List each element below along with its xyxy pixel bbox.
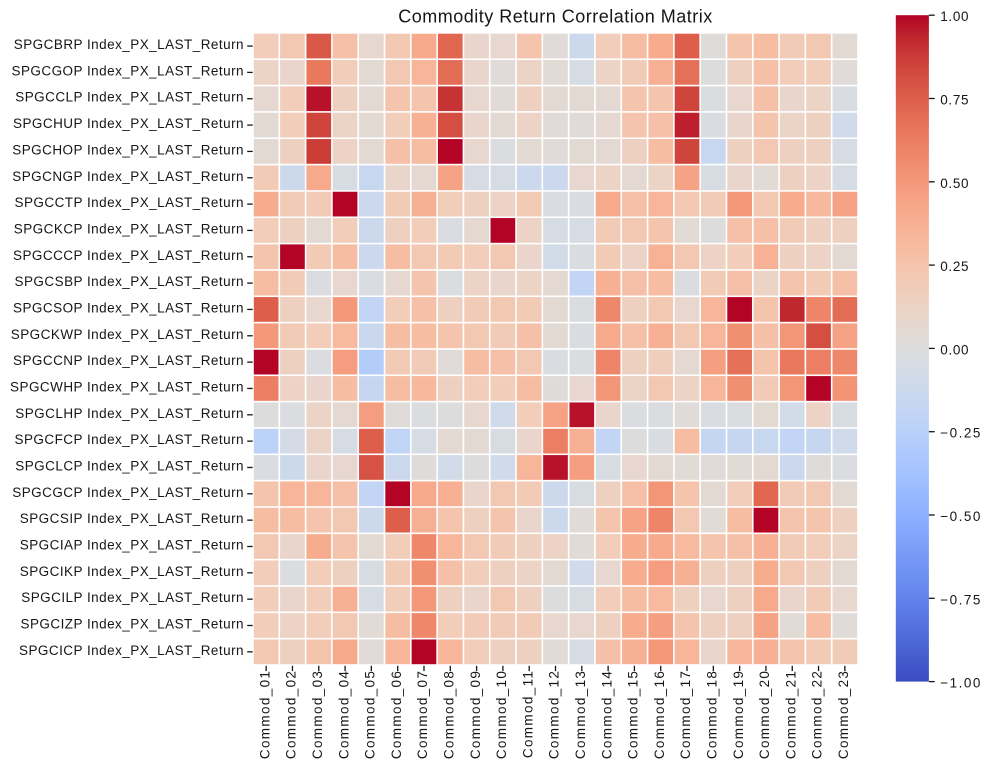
svg-text:SPGCKCP Index_PX_LAST_Return: SPGCKCP Index_PX_LAST_Return [14,221,244,236]
svg-text:SPGCBRP Index_PX_LAST_Return: SPGCBRP Index_PX_LAST_Return [14,37,244,52]
svg-text:Commodity Return Correlation M: Commodity Return Correlation Matrix [398,7,713,27]
svg-text:Commod_17: Commod_17 [678,670,693,759]
svg-text:Commod_23: Commod_23 [836,670,851,759]
svg-text:0.00: 0.00 [940,342,969,357]
svg-text:Commod_01: Commod_01 [257,670,272,759]
svg-text:SPGCLHP Index_PX_LAST_Return: SPGCLHP Index_PX_LAST_Return [15,406,244,421]
svg-text:−0.75: −0.75 [940,592,982,607]
svg-text:−1.00: −1.00 [940,676,982,691]
svg-text:SPGCWHP Index_PX_LAST_Return: SPGCWHP Index_PX_LAST_Return [10,379,244,394]
svg-text:SPGCIAP Index_PX_LAST_Return: SPGCIAP Index_PX_LAST_Return [20,537,244,552]
svg-text:Commod_12: Commod_12 [547,670,562,759]
svg-text:SPGCIZP Index_PX_LAST_Return: SPGCIZP Index_PX_LAST_Return [21,616,245,631]
svg-text:SPGCHOP Index_PX_LAST_Return: SPGCHOP Index_PX_LAST_Return [12,142,244,157]
svg-text:−0.50: −0.50 [940,509,982,524]
svg-text:SPGCLCP Index_PX_LAST_Return: SPGCLCP Index_PX_LAST_Return [15,458,244,473]
svg-text:SPGCIKP Index_PX_LAST_Return: SPGCIKP Index_PX_LAST_Return [20,564,244,579]
svg-text:SPGCSOP Index_PX_LAST_Return: SPGCSOP Index_PX_LAST_Return [13,300,244,315]
svg-text:SPGCILP Index_PX_LAST_Return: SPGCILP Index_PX_LAST_Return [21,590,244,605]
svg-text:Commod_02: Commod_02 [284,670,299,759]
svg-text:SPGCGOP Index_PX_LAST_Return: SPGCGOP Index_PX_LAST_Return [12,63,245,78]
svg-text:Commod_04: Commod_04 [336,670,351,759]
svg-text:SPGCFCP Index_PX_LAST_Return: SPGCFCP Index_PX_LAST_Return [15,432,245,447]
svg-text:Commod_11: Commod_11 [520,670,535,758]
svg-text:Commod_13: Commod_13 [573,670,588,759]
svg-text:Commod_19: Commod_19 [731,670,746,759]
svg-text:SPGCCNP Index_PX_LAST_Return: SPGCCNP Index_PX_LAST_Return [13,353,244,368]
svg-text:0.50: 0.50 [940,176,969,191]
svg-text:SPGCGCP Index_PX_LAST_Return: SPGCGCP Index_PX_LAST_Return [12,485,244,500]
svg-text:Commod_08: Commod_08 [441,670,456,759]
svg-text:Commod_05: Commod_05 [363,670,378,759]
svg-text:Commod_18: Commod_18 [705,670,720,759]
svg-text:0.75: 0.75 [940,93,969,108]
svg-text:SPGCNGP Index_PX_LAST_Return: SPGCNGP Index_PX_LAST_Return [12,169,244,184]
svg-text:1.00: 1.00 [940,9,969,24]
svg-text:Commod_10: Commod_10 [494,670,509,759]
svg-text:SPGCSBP Index_PX_LAST_Return: SPGCSBP Index_PX_LAST_Return [15,274,245,289]
svg-text:SPGCHUP Index_PX_LAST_Return: SPGCHUP Index_PX_LAST_Return [13,116,244,131]
svg-text:SPGCCTP Index_PX_LAST_Return: SPGCCTP Index_PX_LAST_Return [15,195,245,210]
svg-text:0.25: 0.25 [940,259,969,274]
svg-text:Commod_09: Commod_09 [468,670,483,759]
svg-text:Commod_20: Commod_20 [757,670,772,759]
svg-text:SPGCCCP Index_PX_LAST_Return: SPGCCCP Index_PX_LAST_Return [13,248,244,263]
svg-text:−0.25: −0.25 [940,426,982,441]
svg-text:Commod_15: Commod_15 [626,670,641,759]
svg-text:SPGCKWP Index_PX_LAST_Return: SPGCKWP Index_PX_LAST_Return [11,327,244,342]
svg-text:Commod_03: Commod_03 [310,670,325,759]
svg-text:SPGCSIP Index_PX_LAST_Return: SPGCSIP Index_PX_LAST_Return [20,511,244,526]
svg-text:SPGCICP Index_PX_LAST_Return: SPGCICP Index_PX_LAST_Return [19,643,244,658]
svg-text:Commod_06: Commod_06 [389,670,404,759]
svg-text:Commod_16: Commod_16 [652,670,667,759]
svg-text:Commod_21: Commod_21 [783,670,798,759]
svg-text:SPGCCLP Index_PX_LAST_Return: SPGCCLP Index_PX_LAST_Return [15,90,244,105]
svg-text:Commod_22: Commod_22 [810,670,825,759]
svg-text:Commod_07: Commod_07 [415,670,430,759]
svg-text:Commod_14: Commod_14 [599,670,614,759]
